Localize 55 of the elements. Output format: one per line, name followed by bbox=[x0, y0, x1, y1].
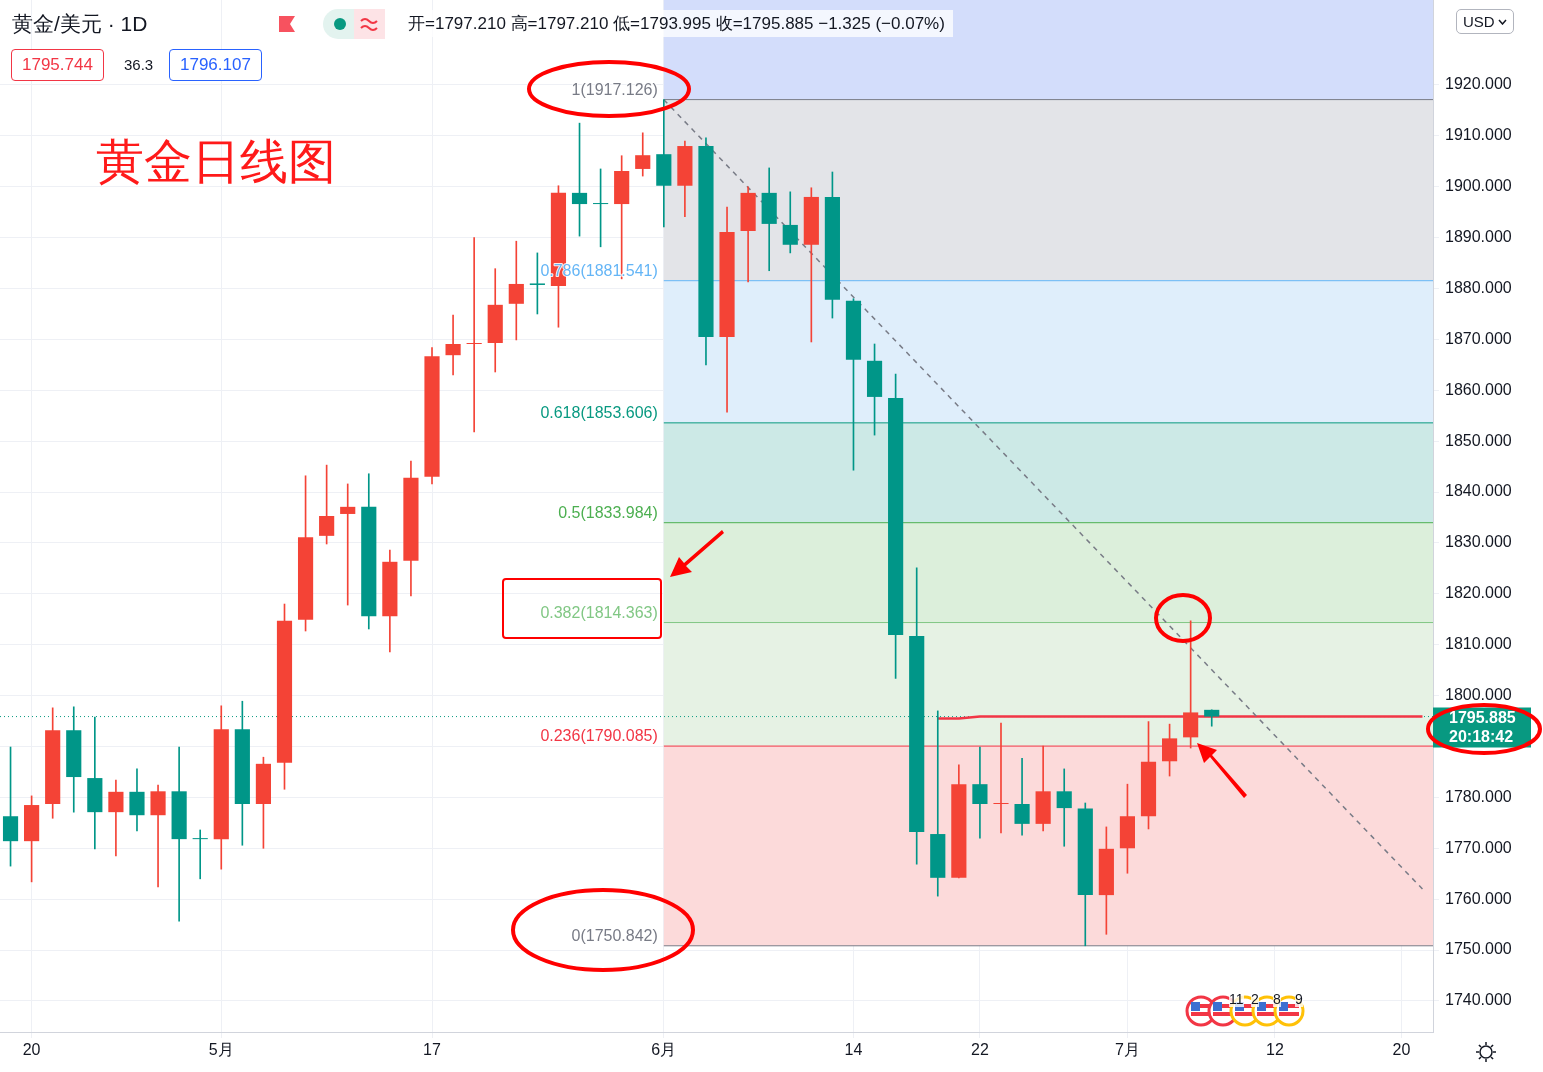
candlestick bbox=[993, 722, 1009, 834]
candlestick bbox=[972, 746, 988, 839]
x-tick-label: 20 bbox=[1392, 1041, 1411, 1059]
y-tick-label: 1890.000 bbox=[1445, 228, 1512, 246]
annotation: 黄金日线图 bbox=[96, 134, 336, 190]
ref-line-label: 1(1917.126) bbox=[571, 80, 658, 98]
candlestick bbox=[150, 784, 166, 888]
ref-line-label: 0.5(1833.984) bbox=[558, 503, 658, 521]
y-tick-label: 1900.000 bbox=[1445, 177, 1512, 195]
annotation: 36.3 bbox=[124, 56, 154, 73]
y-tick-label: 1760.000 bbox=[1445, 889, 1512, 907]
x-tick-label: 17 bbox=[423, 1041, 442, 1059]
ref-line-label: 0.618(1853.606) bbox=[540, 403, 658, 421]
ref-line-label: 1795.885 bbox=[1449, 708, 1516, 726]
y-tick-label: 1820.000 bbox=[1445, 584, 1512, 602]
text: 20:18:42 bbox=[1449, 727, 1514, 745]
x-tick-label: 5月 bbox=[208, 1041, 234, 1059]
ref-line-label: 0.236(1790.085) bbox=[540, 727, 658, 745]
y-tick-label: 1870.000 bbox=[1445, 329, 1512, 347]
text: 黄金/美元 · 1D bbox=[12, 11, 148, 37]
annotation: 11 bbox=[1229, 991, 1244, 1007]
ref-line-label: 0.382(1814.363) bbox=[540, 603, 658, 621]
y-tick-label: 1840.000 bbox=[1445, 482, 1512, 500]
y-tick-label: 1770.000 bbox=[1445, 838, 1512, 856]
y-tick-label: 1750.000 bbox=[1445, 940, 1512, 958]
y-tick-label: 1780.000 bbox=[1445, 787, 1512, 805]
y-tick-label: 1800.000 bbox=[1445, 686, 1512, 704]
candlestick bbox=[192, 829, 208, 880]
candlestick bbox=[466, 237, 482, 433]
x-tick-label: 20 bbox=[22, 1041, 41, 1059]
annotation: 2 bbox=[1251, 991, 1259, 1007]
ref-line-label: 0(1750.842) bbox=[571, 926, 658, 944]
x-tick-label: 14 bbox=[844, 1041, 863, 1059]
y-tick-label: 1880.000 bbox=[1445, 278, 1512, 296]
annotation: 1795.744 bbox=[11, 49, 104, 81]
text: USD bbox=[1463, 13, 1495, 30]
y-tick-label: 1850.000 bbox=[1445, 431, 1512, 449]
candlestick bbox=[445, 314, 461, 376]
y-tick-label: 1810.000 bbox=[1445, 635, 1512, 653]
annotation: 9 bbox=[1295, 991, 1303, 1007]
candlestick bbox=[508, 240, 524, 341]
y-tick-label: 1920.000 bbox=[1445, 75, 1512, 93]
candlestick bbox=[340, 483, 356, 606]
y-tick-label: 1910.000 bbox=[1445, 126, 1512, 144]
x-tick-label: 12 bbox=[1266, 1041, 1284, 1059]
y-tick-label: 1740.000 bbox=[1445, 991, 1512, 1009]
annotation: 1796.107 bbox=[169, 49, 262, 81]
x-tick-label: 22 bbox=[971, 1041, 989, 1059]
y-tick-label: 1860.000 bbox=[1445, 380, 1512, 398]
x-tick-label: 7月 bbox=[1114, 1041, 1140, 1059]
x-tick-label: 6月 bbox=[651, 1041, 677, 1059]
annotation: 8 bbox=[1273, 991, 1281, 1007]
annotation: 开=1797.210 高=1797.210 低=1793.995 收=1795.885 −1.325 (−0.07%) bbox=[400, 10, 953, 37]
y-tick-label: 1830.000 bbox=[1445, 533, 1512, 551]
candlestick bbox=[1056, 768, 1072, 847]
